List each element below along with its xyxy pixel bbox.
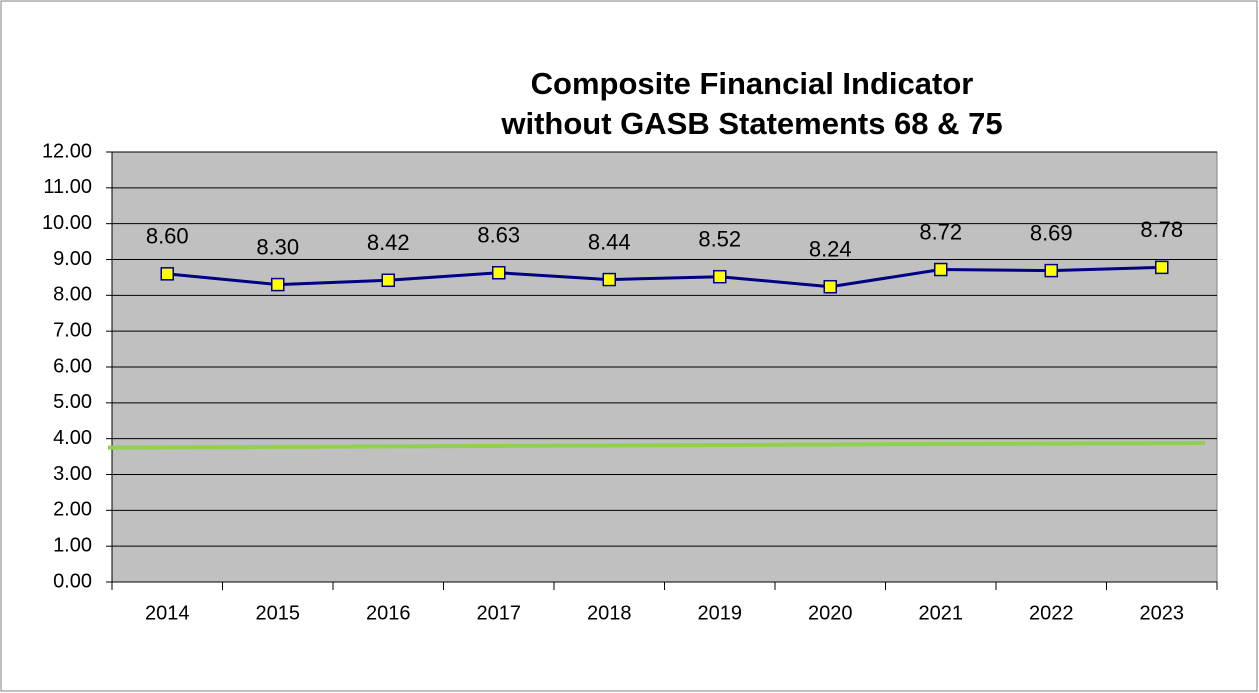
value-label: 8.78 xyxy=(1140,217,1183,242)
y-tick-label: 9.00 xyxy=(53,248,92,270)
data-point xyxy=(823,279,837,294)
y-tick-label: 10.00 xyxy=(42,212,92,234)
series-line xyxy=(167,265,1162,289)
data-point xyxy=(160,267,174,281)
data-point xyxy=(381,273,395,288)
y-tick-label: 5.00 xyxy=(53,391,92,413)
value-label: 8.42 xyxy=(367,230,410,255)
value-label: 8.52 xyxy=(698,227,741,252)
value-label: 8.24 xyxy=(809,237,852,262)
data-point xyxy=(713,269,727,284)
y-tick-label: 12.00 xyxy=(42,140,92,162)
data-point xyxy=(1155,260,1169,275)
value-label: 8.30 xyxy=(256,234,299,259)
reference-line xyxy=(107,440,1206,450)
data-point xyxy=(492,266,506,280)
data-point xyxy=(602,272,616,287)
data-point xyxy=(271,277,285,292)
value-label: 8.72 xyxy=(919,219,962,244)
x-tick-label: 2015 xyxy=(256,602,301,624)
x-tick-label: 2023 xyxy=(1140,602,1185,624)
x-tick-label: 2020 xyxy=(808,602,853,624)
value-label: 8.44 xyxy=(588,229,631,254)
data-point xyxy=(1044,263,1058,278)
x-tick-label: 2014 xyxy=(145,602,190,624)
y-tick-label: 8.00 xyxy=(53,284,92,306)
y-tick-label: 11.00 xyxy=(43,176,92,198)
y-tick-label: 2.00 xyxy=(53,499,92,521)
chart-title: without GASB Statements 68 & 75 xyxy=(500,106,1002,141)
x-tick-label: 2022 xyxy=(1029,602,1074,624)
value-label: 8.69 xyxy=(1030,220,1073,245)
y-tick-label: 1.00 xyxy=(53,534,92,556)
y-tick-label: 4.00 xyxy=(53,427,92,449)
y-tick-label: 6.00 xyxy=(53,355,92,377)
y-tick-label: 7.00 xyxy=(53,319,92,341)
x-tick-label: 2021 xyxy=(919,602,964,624)
value-label: 8.60 xyxy=(146,224,189,249)
data-point xyxy=(934,262,948,277)
value-label: 8.63 xyxy=(477,223,520,248)
y-tick-label: 3.00 xyxy=(53,463,92,485)
x-tick-label: 2017 xyxy=(477,602,522,624)
x-tick-label: 2016 xyxy=(366,602,411,624)
x-tick-label: 2019 xyxy=(698,602,743,624)
x-tick-label: 2018 xyxy=(587,602,632,624)
y-tick-label: 0.00 xyxy=(53,570,92,592)
chart-title: Composite Financial Indicator xyxy=(531,66,974,101)
